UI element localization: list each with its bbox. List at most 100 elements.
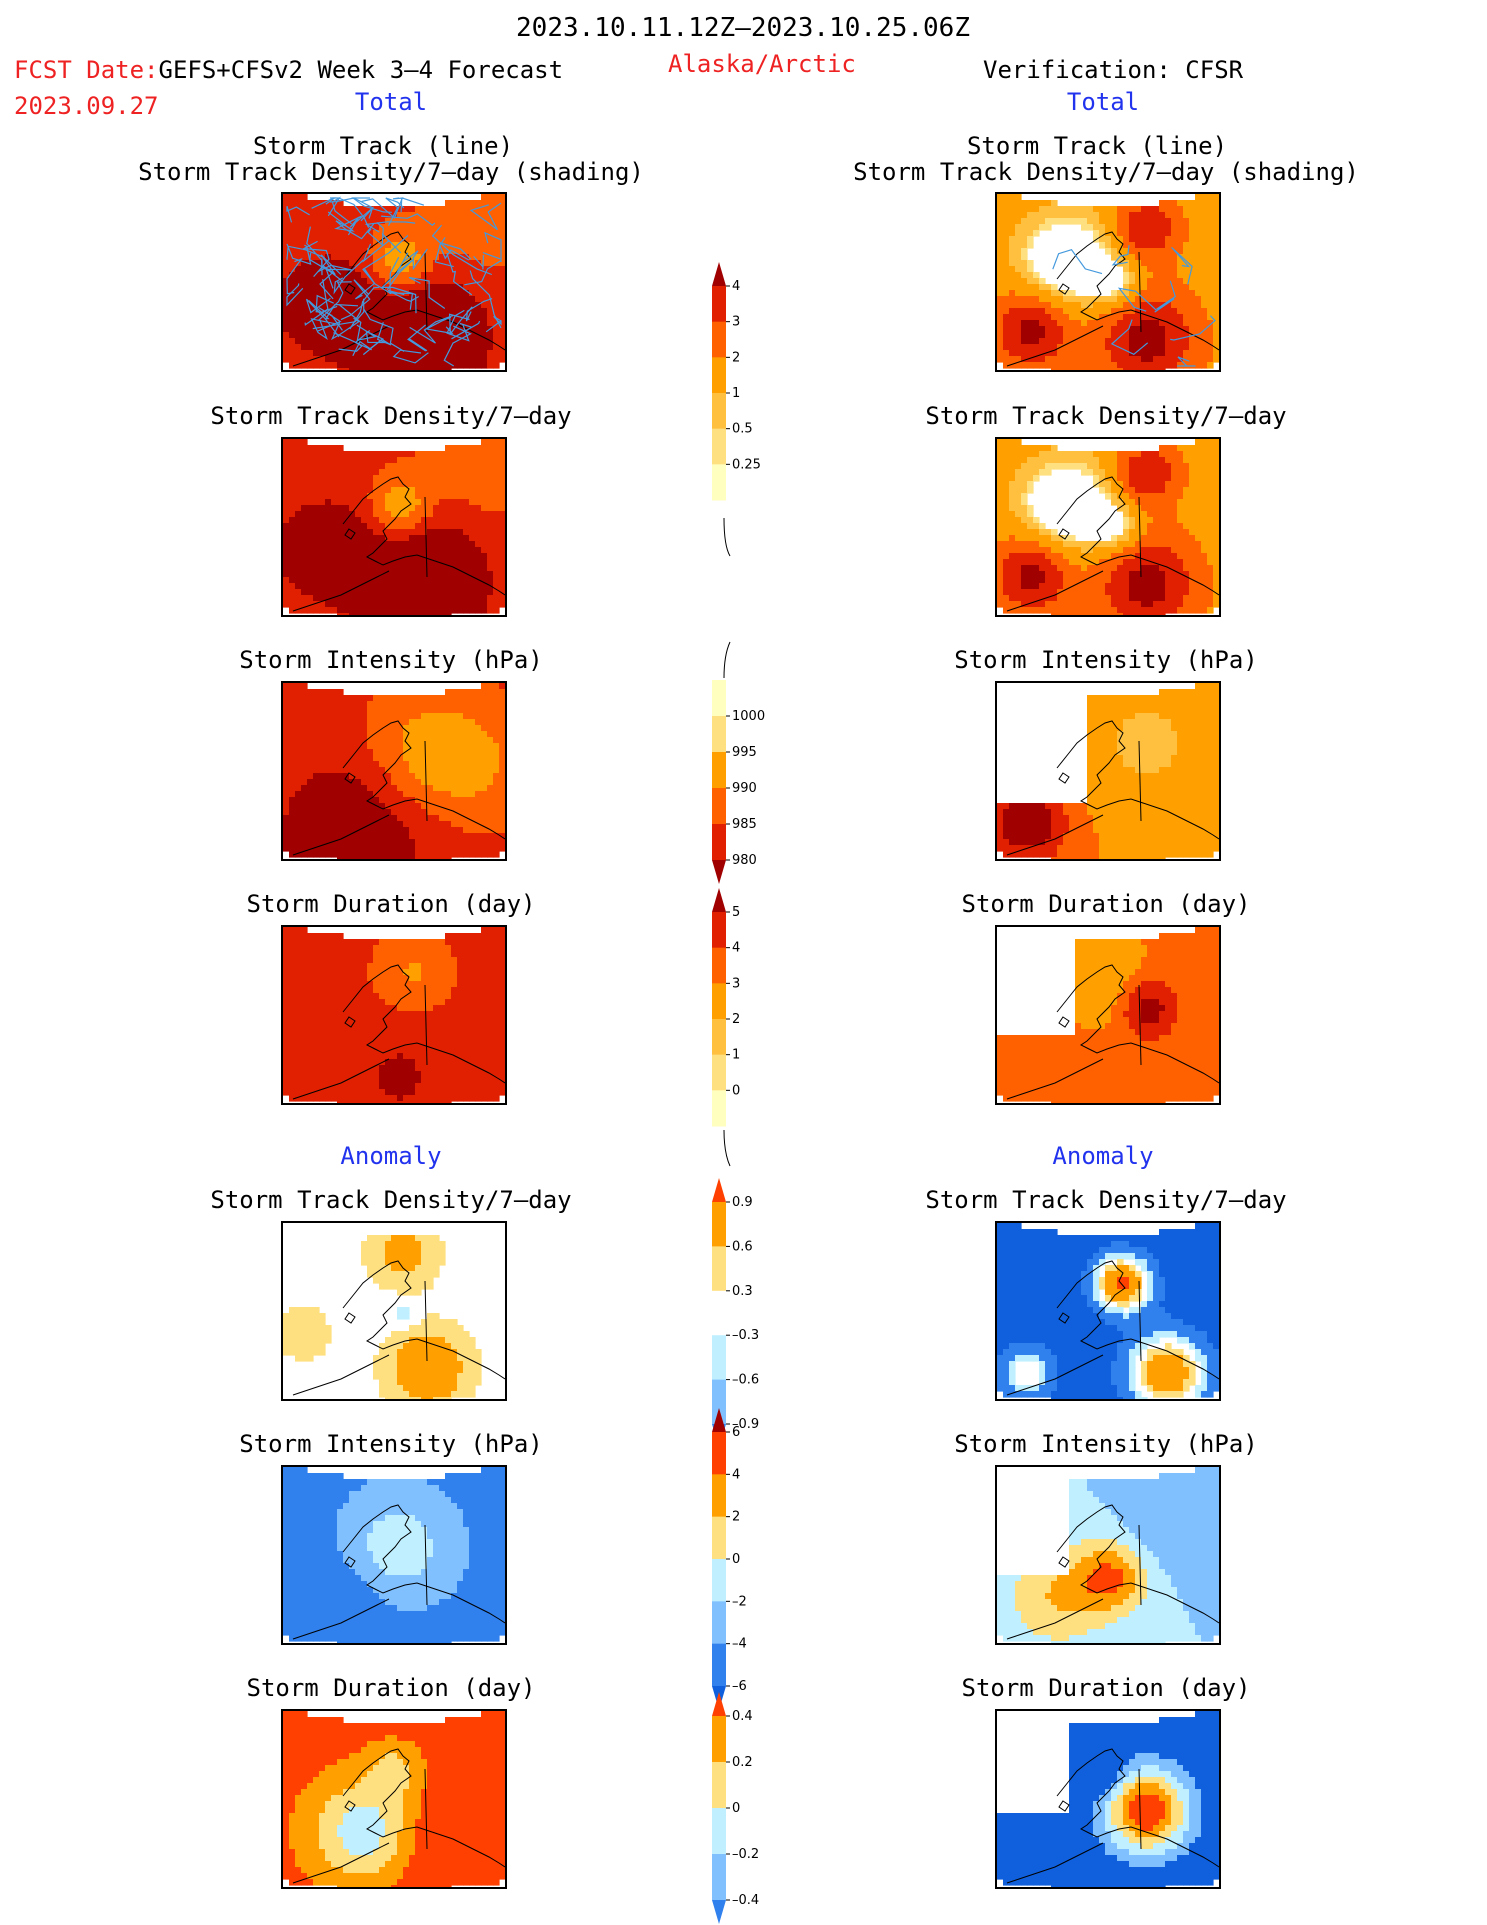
shading-cell [451,595,458,602]
shading-cell [427,517,434,524]
shading-cell [481,242,488,249]
shading-cell [451,701,458,708]
shading-cell [295,230,302,237]
shading-cell [349,743,356,750]
shading-cell [289,1029,296,1036]
shading-cell [439,839,446,846]
shading-cell [493,481,500,488]
shading-cell [493,1047,500,1054]
shading-cell [313,218,320,225]
shading-cell [295,595,302,602]
map-panel-anom-density-left [281,1221,507,1401]
shading-cell [307,767,314,774]
shading-cell [391,559,398,566]
shading-cell [337,1497,344,1504]
shading-cell [349,1491,356,1498]
shading-cell [289,779,296,786]
shading-cell [361,451,368,458]
shading-cell [427,320,434,327]
shading-cell [493,332,500,339]
storm-track-line [312,298,365,330]
shading-cell [379,1379,386,1386]
shading-cell [319,951,326,958]
right-anomaly-label: Anomaly [1052,1142,1154,1170]
shading-cell [385,565,392,572]
shading-cell [433,368,440,370]
shading-cell [493,939,500,946]
shading-cell [415,773,422,780]
shading-cell [307,523,314,530]
shading-cell [289,1337,296,1344]
shading-cell [433,481,440,488]
shading-cell [283,743,290,750]
shading-cell [391,833,398,840]
shading-cell [463,529,470,536]
shading-cell [367,969,374,976]
shading-cell [379,607,386,614]
shading-cell [475,475,482,482]
shading-cell [373,1253,380,1260]
shading-cell [301,260,308,267]
shading-cell [355,743,362,750]
shading-cell [433,224,440,231]
shading-cell [421,577,428,584]
shading-cell [379,791,386,798]
shading-cell [469,933,476,940]
shading-cell [403,1391,410,1398]
shading-cell [325,1089,332,1096]
shading-cell [337,933,344,940]
shading-cell [355,707,362,714]
shading-cell [421,1017,428,1024]
shading-cell [409,749,416,756]
shading-cell [439,523,446,530]
shading-cell [325,302,332,309]
shading-cell [337,248,344,255]
shading-cell [373,767,380,774]
shading-cell [463,803,470,810]
shading-cell [421,1331,428,1338]
shading-cell [409,839,416,846]
shading-cell [397,457,404,464]
shading-cell [475,845,482,852]
shading-cell [457,308,464,315]
shading-cell [487,945,494,952]
shading-cell [385,1515,392,1522]
shading-cell [307,1089,314,1096]
shading-cell [301,1515,308,1522]
shading-cell [409,356,416,363]
shading-cell [409,487,416,494]
shading-cell [349,1083,356,1090]
shading-cell [493,236,500,243]
shading-cell [391,1331,398,1338]
shading-cell [337,713,344,720]
shading-cell [451,1029,458,1036]
shading-cell [445,535,452,542]
shading-cell [445,1503,452,1510]
shading-cell [433,266,440,273]
shading-cell [463,1053,470,1060]
shading-cell [493,993,500,1000]
shading-cell [463,1491,470,1498]
shading-cell [313,993,320,1000]
shading-cell [379,1271,386,1278]
shading-cell [487,839,494,846]
shading-cell [451,607,458,614]
shading-cell [403,595,410,602]
shading-cell [355,1005,362,1012]
shading-cell [475,815,482,822]
shading-cell [385,457,392,464]
shading-cell [301,511,308,518]
shading-cell [487,320,494,327]
shading-cell [433,1397,440,1399]
shading-cell [409,469,416,476]
shading-cell [397,1005,404,1012]
shading-cell [481,725,488,732]
storm-track-line [286,283,304,307]
shading-cell [403,1005,410,1012]
shading-cell [439,1391,446,1398]
shading-cell [373,1011,380,1018]
aleutian-chain [292,814,390,856]
shading-cell [301,963,308,970]
shading-cell [481,499,488,506]
shading-cell [301,266,308,273]
